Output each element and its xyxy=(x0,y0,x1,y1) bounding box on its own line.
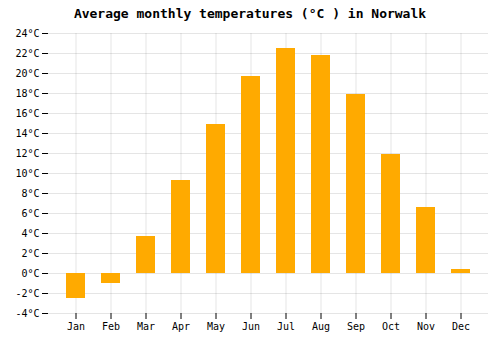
svg-text:2°C: 2°C xyxy=(21,248,39,259)
svg-text:Apr: Apr xyxy=(172,321,190,332)
svg-text:Nov: Nov xyxy=(417,321,435,332)
svg-text:Oct: Oct xyxy=(382,321,400,332)
svg-text:Jul: Jul xyxy=(277,321,295,332)
svg-text:16°C: 16°C xyxy=(15,108,39,119)
svg-text:Mar: Mar xyxy=(137,321,155,332)
svg-text:Sep: Sep xyxy=(347,321,365,332)
svg-text:Aug: Aug xyxy=(312,321,330,332)
svg-text:May: May xyxy=(207,321,225,332)
svg-text:10°C: 10°C xyxy=(15,168,39,179)
svg-text:14°C: 14°C xyxy=(15,128,39,139)
svg-text:4°C: 4°C xyxy=(21,228,39,239)
svg-text:6°C: 6°C xyxy=(21,208,39,219)
html-text:Average monthly temperatures (: Average monthly temperatures (°C ) in No… xyxy=(73,6,427,21)
svg-text:Jan: Jan xyxy=(67,321,85,332)
svg-text:20°C: 20°C xyxy=(15,68,39,79)
svg-text:0°C: 0°C xyxy=(21,268,39,279)
svg-text:Dec: Dec xyxy=(452,321,470,332)
svg-text:Jun: Jun xyxy=(242,321,260,332)
svg-text:18°C: 18°C xyxy=(15,88,39,99)
svg-text:8°C: 8°C xyxy=(21,188,39,199)
svg-text:24°C: 24°C xyxy=(15,28,39,39)
svg-text:-2°C: -2°C xyxy=(15,288,39,299)
svg-text:Feb: Feb xyxy=(102,321,120,332)
svg-text:12°C: 12°C xyxy=(15,148,39,159)
svg-text:-4°C: -4°C xyxy=(15,308,39,319)
svg-text:22°C: 22°C xyxy=(15,48,39,59)
